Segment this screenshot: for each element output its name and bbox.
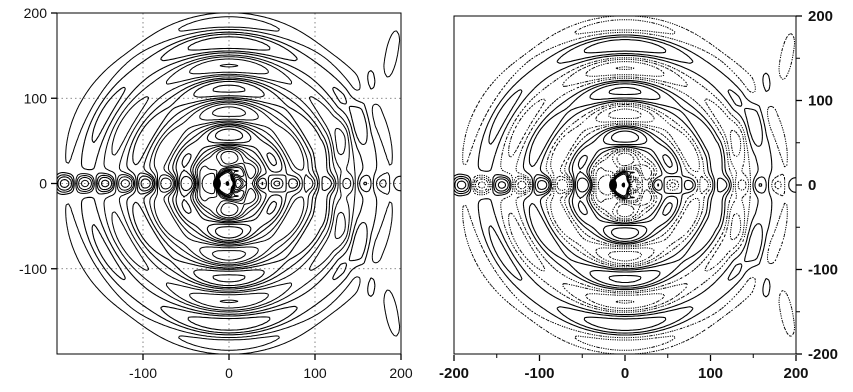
- left-negative-contour: [81, 63, 247, 304]
- left-y-tick-label: 100: [24, 90, 48, 106]
- right-positive-contour: [454, 36, 767, 334]
- right-positive-contour: [456, 86, 642, 284]
- left-positive-contour: [59, 84, 246, 283]
- right-y-tick-label: 100: [808, 93, 833, 110]
- left-positive-contour: [57, 33, 372, 334]
- left-core-blob: [212, 177, 221, 190]
- right-positive-contour: [454, 34, 796, 336]
- left-y-tick-label: 0: [39, 176, 47, 192]
- left-x-tick-label: 200: [389, 365, 413, 381]
- right-positive-contour: [454, 39, 763, 331]
- right-negative-contour: [478, 66, 643, 304]
- right-x-tick-label: 0: [621, 365, 629, 382]
- left-y-tick-label: 200: [24, 5, 48, 21]
- right-y-tick-label: 200: [808, 8, 833, 25]
- left-negative-contour: [76, 16, 387, 351]
- right-x-tick-label: -100: [524, 365, 554, 382]
- right-contour-lines: [454, 16, 796, 354]
- left-x-tick-label: 0: [225, 365, 233, 381]
- left-y-tick-label: -100: [19, 261, 47, 277]
- left-positive-contour: [57, 36, 367, 331]
- left-x-tick-label: -100: [129, 365, 157, 381]
- right-negative-contour: [462, 16, 796, 354]
- left-negative-contour: [65, 13, 401, 354]
- right-x-tick-label: 100: [698, 365, 723, 382]
- left-contour-panel: -100 0 100 200 -100 0 100 200: [19, 5, 413, 381]
- right-x-tick-label: 200: [783, 365, 808, 382]
- right-negative-contour: [473, 19, 782, 351]
- right-x-tick-label: -200: [439, 365, 469, 382]
- right-y-tick-label: -200: [808, 346, 838, 363]
- right-y-tick-label: 0: [808, 177, 816, 194]
- right-y-tick-label: -100: [808, 262, 838, 279]
- left-positive-contour: [57, 31, 401, 336]
- left-contour-lines: [57, 13, 401, 354]
- right-core-blob: [609, 179, 618, 191]
- left-x-tick-label: 100: [303, 365, 327, 381]
